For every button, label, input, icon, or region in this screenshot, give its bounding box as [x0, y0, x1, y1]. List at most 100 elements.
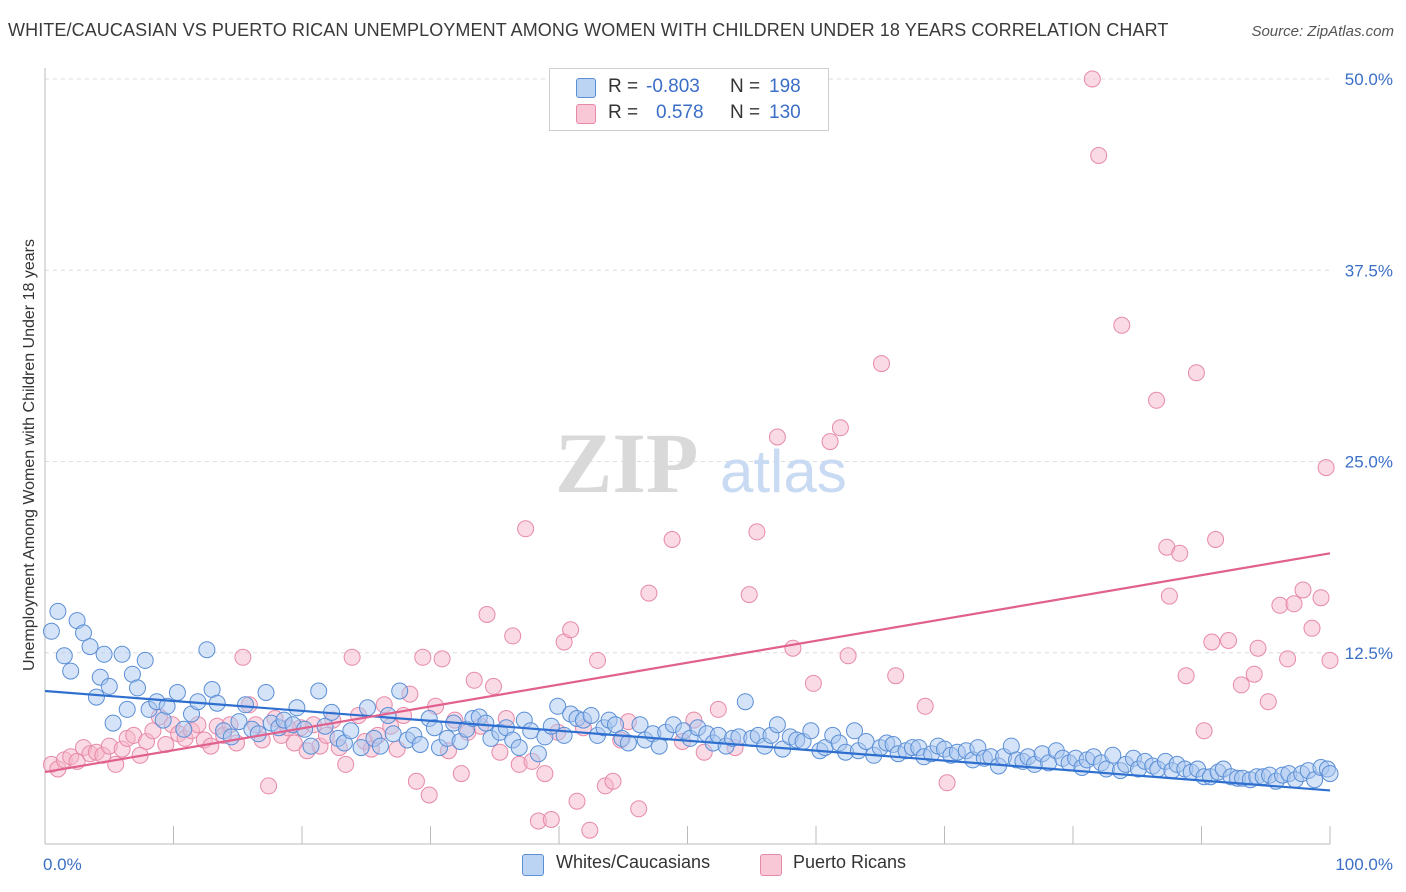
puerto-rican-point: [1259, 693, 1277, 711]
white-point: [846, 722, 863, 740]
puerto-rican-point: [938, 774, 956, 792]
white-point: [607, 716, 624, 734]
white-point: [371, 737, 389, 755]
white-point: [104, 714, 122, 732]
puerto-rican-point: [831, 419, 849, 437]
white-point: [477, 714, 495, 732]
puerto-rican-point: [604, 772, 622, 790]
white-point: [81, 638, 99, 656]
white-point: [87, 688, 105, 706]
legend-r-value: -0.803: [646, 76, 700, 97]
puerto-rican-point: [202, 737, 220, 755]
puerto-rican-point: [1249, 639, 1267, 657]
puerto-rican-point: [504, 627, 522, 645]
legend-row-whites: R = -0.803 N = 198: [550, 75, 828, 101]
puerto-rican-point: [1271, 596, 1289, 614]
chart-title: WHITE/CAUCASIAN VS PUERTO RICAN UNEMPLOY…: [8, 20, 1169, 40]
puerto-rican-point: [517, 520, 535, 538]
correlation-legend: R = -0.803 N = 198 R = 0.578 N = 130: [549, 68, 829, 131]
watermark-atlas: atlas: [720, 438, 847, 505]
puerto-rican-point: [821, 433, 839, 451]
x-tick-label: 100.0%: [1335, 855, 1393, 874]
puerto-rican-point: [491, 743, 509, 761]
y-tick-label: 25.0%: [1345, 453, 1393, 472]
puerto-rican-point: [1321, 651, 1339, 669]
puerto-rican-point: [1220, 632, 1237, 649]
puerto-rican-point: [1083, 70, 1101, 88]
puerto-rican-point: [804, 674, 822, 692]
puerto-rican-point: [784, 639, 802, 657]
white-point: [237, 696, 254, 714]
white-point: [1321, 765, 1339, 783]
white-point: [529, 745, 547, 763]
puerto-rican-point: [1294, 581, 1312, 599]
grid-lines: [45, 78, 1330, 654]
white-point: [168, 684, 186, 701]
y-axis-label: Unemployment Among Women with Children U…: [21, 239, 38, 671]
white-point: [631, 716, 649, 734]
puerto-rican-point: [740, 586, 758, 604]
legend-n-value: 198: [769, 76, 801, 97]
puerto-rican-point: [414, 648, 432, 666]
source-label: Source: ZipAtlas.com: [1251, 23, 1394, 40]
white-point: [302, 737, 320, 755]
white-point: [768, 716, 786, 734]
white-point: [113, 645, 131, 663]
white-point: [49, 602, 67, 620]
white-point: [425, 719, 443, 737]
legend-r-label: R =: [608, 102, 639, 123]
white-point: [522, 722, 540, 740]
bottom-legend-swatch-pink: [760, 854, 782, 876]
puerto-rican-point: [768, 428, 786, 446]
white-point: [158, 697, 176, 715]
white-point: [352, 739, 370, 757]
puerto-rican-point: [1195, 722, 1213, 740]
legend-n-label: N =: [730, 76, 761, 97]
legend-r-value: 0.578: [656, 102, 704, 123]
trend-lines: [44, 552, 1331, 792]
puerto-rican-point: [1279, 650, 1297, 668]
puerto-rican-point: [1148, 391, 1165, 409]
white-point: [391, 682, 409, 700]
white-point: [411, 736, 429, 753]
puerto-rican-point: [337, 755, 355, 773]
puerto-rican-point: [589, 651, 606, 669]
white-point: [230, 713, 248, 731]
watermark-zip: ZIP: [555, 415, 698, 511]
puerto-rican-point: [485, 677, 502, 695]
puerto-rican-point: [1113, 316, 1131, 334]
puerto-rican-point: [568, 792, 586, 810]
white-point: [55, 647, 73, 665]
white-point: [310, 682, 328, 700]
white-point: [198, 641, 216, 659]
white-point: [359, 699, 376, 717]
puerto-rican-point: [1285, 595, 1303, 613]
puerto-rican-point: [433, 650, 451, 668]
white-point: [342, 722, 360, 740]
puerto-rican-point: [1245, 665, 1263, 683]
bottom-legend-label: Whites/Caucasians: [556, 852, 711, 872]
puerto-rican-point: [260, 777, 278, 795]
white-point: [582, 707, 600, 724]
legend-n-label: N =: [730, 102, 761, 123]
white-point: [129, 679, 146, 697]
puerto-rican-point: [1090, 147, 1108, 164]
legend-n-value: 130: [769, 102, 801, 123]
puerto-rican-point: [581, 821, 599, 839]
puerto-rican-point: [748, 523, 766, 541]
white-point: [736, 693, 754, 711]
puerto-rican-point: [407, 772, 425, 790]
puerto-rican-point: [234, 648, 252, 666]
puerto-rican-point: [1187, 364, 1205, 382]
puerto-rican-point: [873, 355, 890, 373]
legend-r-label: R =: [608, 76, 639, 97]
white-point: [1104, 746, 1122, 764]
puerto-rican-point: [542, 811, 560, 828]
white-point: [857, 733, 875, 750]
puerto-rican-point: [839, 647, 857, 665]
white-point: [257, 684, 275, 701]
puerto-rican-point: [709, 700, 727, 718]
white-point: [384, 725, 402, 743]
legend-row-puerto-ricans: R = 0.578 N = 130: [550, 101, 828, 127]
